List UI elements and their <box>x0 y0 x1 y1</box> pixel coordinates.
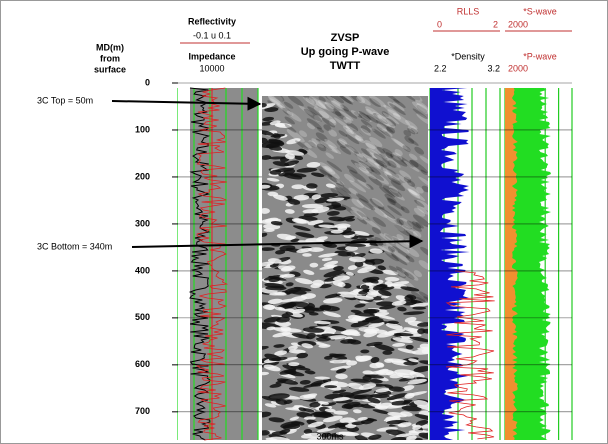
curve-label: *P-wave <box>523 51 557 61</box>
scale-label: 2.2 <box>434 63 447 73</box>
y-tick-label: 200 <box>135 171 150 181</box>
axis-label: MD(m) <box>96 42 124 52</box>
y-tick-label: 600 <box>135 359 150 369</box>
fill <box>178 88 190 440</box>
annotation: 3C Bottom = 340m <box>37 241 112 251</box>
panel-title: TWTT <box>330 60 361 72</box>
y-tick-label: 500 <box>135 312 150 322</box>
y-tick-label: 300 <box>135 218 150 228</box>
scale-label: 10000 <box>199 63 224 73</box>
figure: 0 100 200 300 400 500 600 700 3C Top = 50m 3C B… <box>0 0 608 444</box>
y-tick-label: 0 <box>145 77 150 87</box>
track-title: Reflectivity <box>188 16 236 26</box>
axis-label: surface <box>94 64 126 74</box>
scale-label: 2000 <box>508 63 528 73</box>
y-tick-label: 700 <box>135 406 150 416</box>
curve-label: *S-wave <box>523 6 557 16</box>
y-tick-label: 400 <box>135 265 150 275</box>
panel-title: Up going P-wave <box>301 46 390 58</box>
panel-footer: 300ms <box>316 431 344 441</box>
seismic-panel <box>255 88 438 443</box>
scale-label: 0 <box>437 19 442 29</box>
seismic-event <box>412 306 426 309</box>
annotation: 3C Top = 50m <box>37 95 93 105</box>
y-tick-label: 100 <box>135 124 150 134</box>
scale-label: 3.2 <box>487 63 500 73</box>
curve-label: *Density <box>451 51 485 61</box>
curve-label: RLLS <box>457 6 480 16</box>
scale-label: -0.1 u 0.1 <box>193 30 231 40</box>
curve-label: Impedance <box>188 51 235 61</box>
axis-label: from <box>100 53 120 63</box>
panel-title: ZVSP <box>331 32 360 44</box>
scale-label: 2000 <box>508 19 528 29</box>
scale-label: 2 <box>493 19 498 29</box>
